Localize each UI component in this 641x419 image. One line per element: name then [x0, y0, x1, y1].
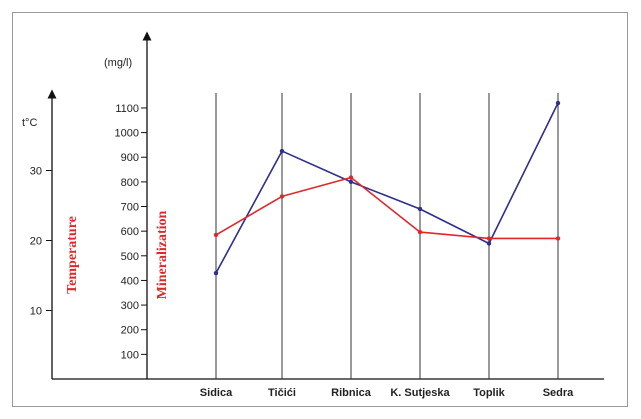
temperature-point-sedra	[555, 236, 561, 241]
series-layer	[213, 100, 561, 276]
left-axis-ticks: 10 20 30	[30, 166, 52, 318]
mineralization-axis-label: Mineralization	[155, 210, 170, 299]
right-tick-label: 1000	[115, 128, 139, 140]
category-label: Ribnica	[331, 387, 372, 399]
category-label: Sedra	[543, 387, 574, 399]
temperature-series-line	[215, 176, 558, 240]
right-tick-label: 900	[121, 152, 139, 164]
right-tick-label: 800	[121, 177, 139, 189]
temperature-point-toplik	[486, 236, 492, 241]
right-axis-ticks: 100 200 300 400 500 600 700 800 900 1000 1100	[115, 103, 147, 361]
temperature-axis-label: Temperature	[65, 216, 80, 294]
right-tick-label: 400	[121, 275, 139, 287]
category-label: Tičići	[268, 387, 296, 399]
right-tick-label: 700	[121, 202, 139, 214]
mineralization-point-k-sutjeska	[417, 206, 423, 212]
left-tick-label: 20	[30, 236, 42, 248]
temperature-point-k-sutjeska	[417, 229, 423, 235]
right-tick-label: 1100	[115, 103, 139, 115]
category-labels: Sidica Tičići Ribnica K. Sutjeska Toplik Sedr…	[200, 387, 574, 399]
vertical-grid-lines	[215, 93, 559, 379]
temperature-point-ti-i-i	[279, 194, 285, 199]
mineralization-point-ti-i-i	[279, 148, 285, 154]
mineralization-point-ribnica	[348, 179, 354, 185]
category-label: Toplik	[473, 387, 505, 399]
mineralization-point-toplik	[486, 241, 492, 246]
category-label: Sidica	[200, 387, 233, 399]
right-tick-label: 300	[121, 300, 139, 312]
category-label: K. Sutjeska	[390, 387, 450, 399]
temperature-point-ribnica	[348, 175, 354, 180]
right-tick-label: 100	[121, 349, 139, 361]
right-tick-label: 200	[121, 325, 139, 337]
left-tick-label: 10	[30, 306, 42, 318]
mineralization-series-line	[215, 102, 559, 274]
chart-frame	[12, 12, 628, 407]
right-tick-label: 600	[121, 226, 139, 238]
right-axis-unit-label: (mg/l)	[104, 57, 132, 69]
temperature-point-sidica	[213, 232, 219, 238]
right-tick-label: 500	[121, 251, 139, 263]
left-axis-unit-label: t°C	[22, 117, 37, 129]
mineralization-point-sidica	[213, 270, 219, 276]
mineralization-point-sedra	[555, 100, 561, 106]
left-tick-label: 30	[30, 166, 42, 178]
